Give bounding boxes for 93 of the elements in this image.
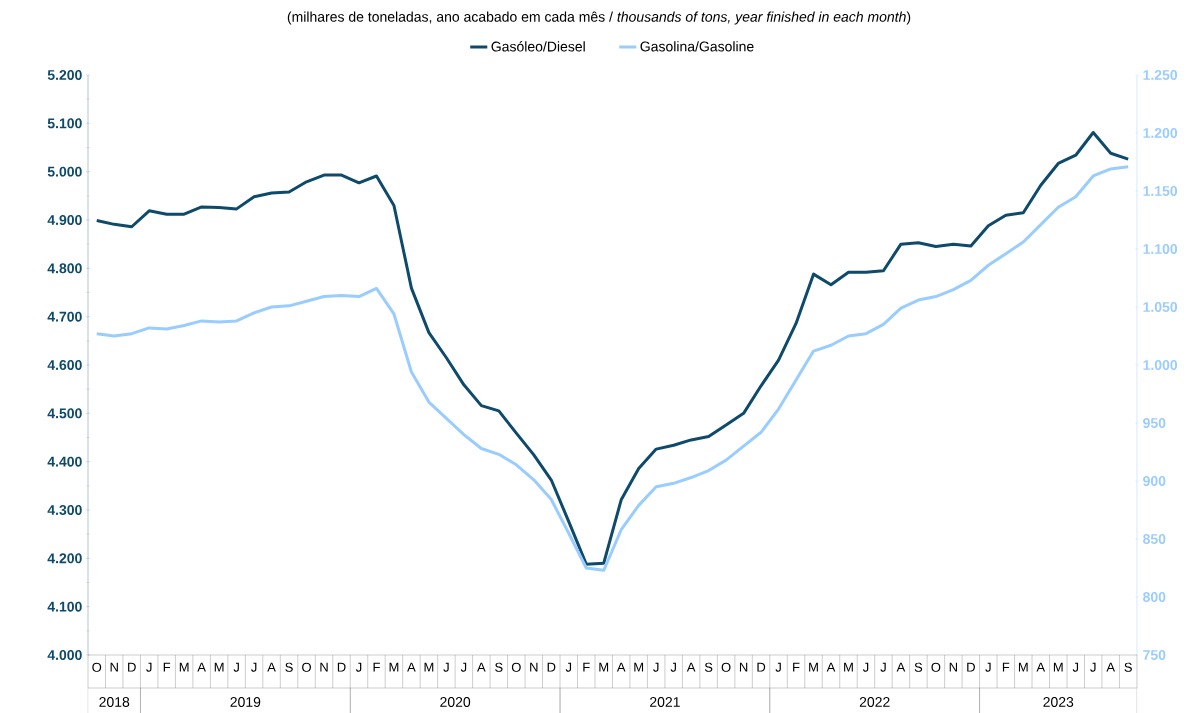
text: 2018 [99, 697, 130, 707]
y-tick-label: 4.100 [47, 601, 82, 612]
y2-tick-label: 1.050 [1143, 302, 1178, 312]
x-tick-label: O [931, 662, 941, 672]
text: 2023 [1043, 697, 1074, 707]
y-tick-label: 4.000 [47, 650, 82, 660]
x-tick-label: S [914, 662, 923, 672]
text: 2021 [650, 697, 680, 707]
y-tick-label: 4.200 [47, 553, 82, 564]
x-tick-label: F [1002, 662, 1010, 672]
x-tick-label: J [880, 662, 886, 672]
x-tick-label: J [1072, 662, 1079, 672]
x-tick-label: O [511, 662, 521, 672]
y-tick-label: 4.400 [47, 456, 82, 467]
x-tick-label: N [949, 662, 957, 672]
x-tick-label: M [809, 662, 818, 672]
x-tick-label: J [233, 662, 239, 672]
y-tick-label: 5.100 [47, 118, 82, 129]
x-tick-label: N [320, 662, 328, 672]
text: 2019 [230, 697, 261, 707]
y-tick-label: 4.700 [47, 311, 82, 322]
x-tick-label: F [163, 662, 171, 672]
x-tick-label: S [285, 662, 293, 672]
x-tick-label: J [653, 662, 659, 672]
x-tick-label: N [110, 662, 118, 672]
x-tick-label: S [704, 662, 713, 672]
x-tick-label: N [530, 662, 538, 672]
x-tick-label: M [389, 662, 399, 672]
x-tick-label: J [565, 662, 572, 672]
x-tick-label: J [146, 662, 152, 672]
y2-tick-label: 900 [1143, 476, 1166, 486]
y2-tick-label: 1.000 [1143, 360, 1178, 370]
x-tick-label: O [92, 662, 102, 672]
x-tick-label: J [251, 662, 257, 672]
text: 2020 [440, 697, 471, 707]
x-tick-label: A [407, 662, 416, 672]
y2-tick-label: 950 [1143, 418, 1166, 428]
x-tick-label: D [967, 662, 975, 672]
legend-label: Gasóleo/Diesel [491, 41, 585, 52]
y2-tick-label: 1.100 [1143, 244, 1178, 254]
x-tick-label: M [599, 662, 609, 672]
y2-tick-label: 1.200 [1143, 128, 1178, 138]
x-tick-label: M [1053, 662, 1063, 672]
x-tick-label: J [862, 662, 869, 672]
text: 2022 [859, 697, 890, 707]
chart-title: (milhares de toneladas, ano acabado em cada mês / thousands of tons, year finished in each month) [287, 11, 911, 25]
x-tick-label: A [826, 662, 836, 672]
y-tick-label: 4.800 [47, 263, 82, 274]
x-tick-label: D [337, 662, 346, 672]
x-tick-label: O [721, 662, 731, 672]
y-tick-label: 5.200 [47, 70, 82, 80]
x-tick-label: M [844, 662, 853, 672]
legend-label: Gasolina/Gasoline [640, 41, 754, 52]
y2-tick-label: 1.250 [1143, 70, 1178, 80]
x-tick-label: D [128, 662, 136, 672]
y-tick-label: 4.500 [47, 408, 82, 419]
y-tick-label: 4.600 [47, 360, 82, 370]
x-tick-label: A [896, 662, 906, 672]
x-tick-label: A [1106, 662, 1116, 672]
y-tick-label: 4.300 [47, 505, 82, 515]
x-tick-label: M [634, 662, 644, 672]
x-tick-label: O [302, 662, 311, 672]
x-tick-label: F [373, 662, 380, 672]
x-tick-label: F [793, 662, 800, 672]
x-tick-label: A [267, 662, 276, 672]
x-tick-label: J [460, 662, 467, 672]
x-tick-label: M [214, 662, 224, 672]
x-tick-label: A [477, 662, 486, 672]
y2-tick-label: 800 [1143, 592, 1166, 602]
y2-tick-label: 750 [1143, 650, 1166, 660]
y-tick-label: 5.000 [47, 166, 82, 177]
x-tick-label: J [355, 662, 362, 672]
y-tick-label: 4.900 [47, 215, 82, 225]
x-tick-label: F [583, 662, 590, 672]
x-tick-label: M [1018, 662, 1028, 672]
y2-tick-label: 850 [1143, 534, 1166, 544]
x-tick-label: A [686, 662, 696, 672]
x-tick-label: D [547, 662, 556, 672]
x-tick-label: J [985, 662, 991, 672]
x-tick-label: J [775, 662, 781, 672]
x-tick-label: J [1090, 662, 1096, 672]
x-tick-label: S [1124, 662, 1132, 672]
x-tick-label: J [443, 662, 449, 672]
x-tick-label: A [197, 662, 206, 672]
x-tick-label: M [179, 662, 189, 672]
x-tick-label: M [424, 662, 434, 672]
x-tick-label: A [1036, 662, 1046, 672]
x-tick-label: J [670, 662, 676, 672]
x-tick-label: A [616, 662, 626, 672]
x-tick-label: D [757, 662, 766, 672]
x-tick-label: S [495, 662, 503, 672]
y2-tick-label: 1.150 [1143, 186, 1178, 196]
x-tick-label: N [739, 662, 748, 672]
